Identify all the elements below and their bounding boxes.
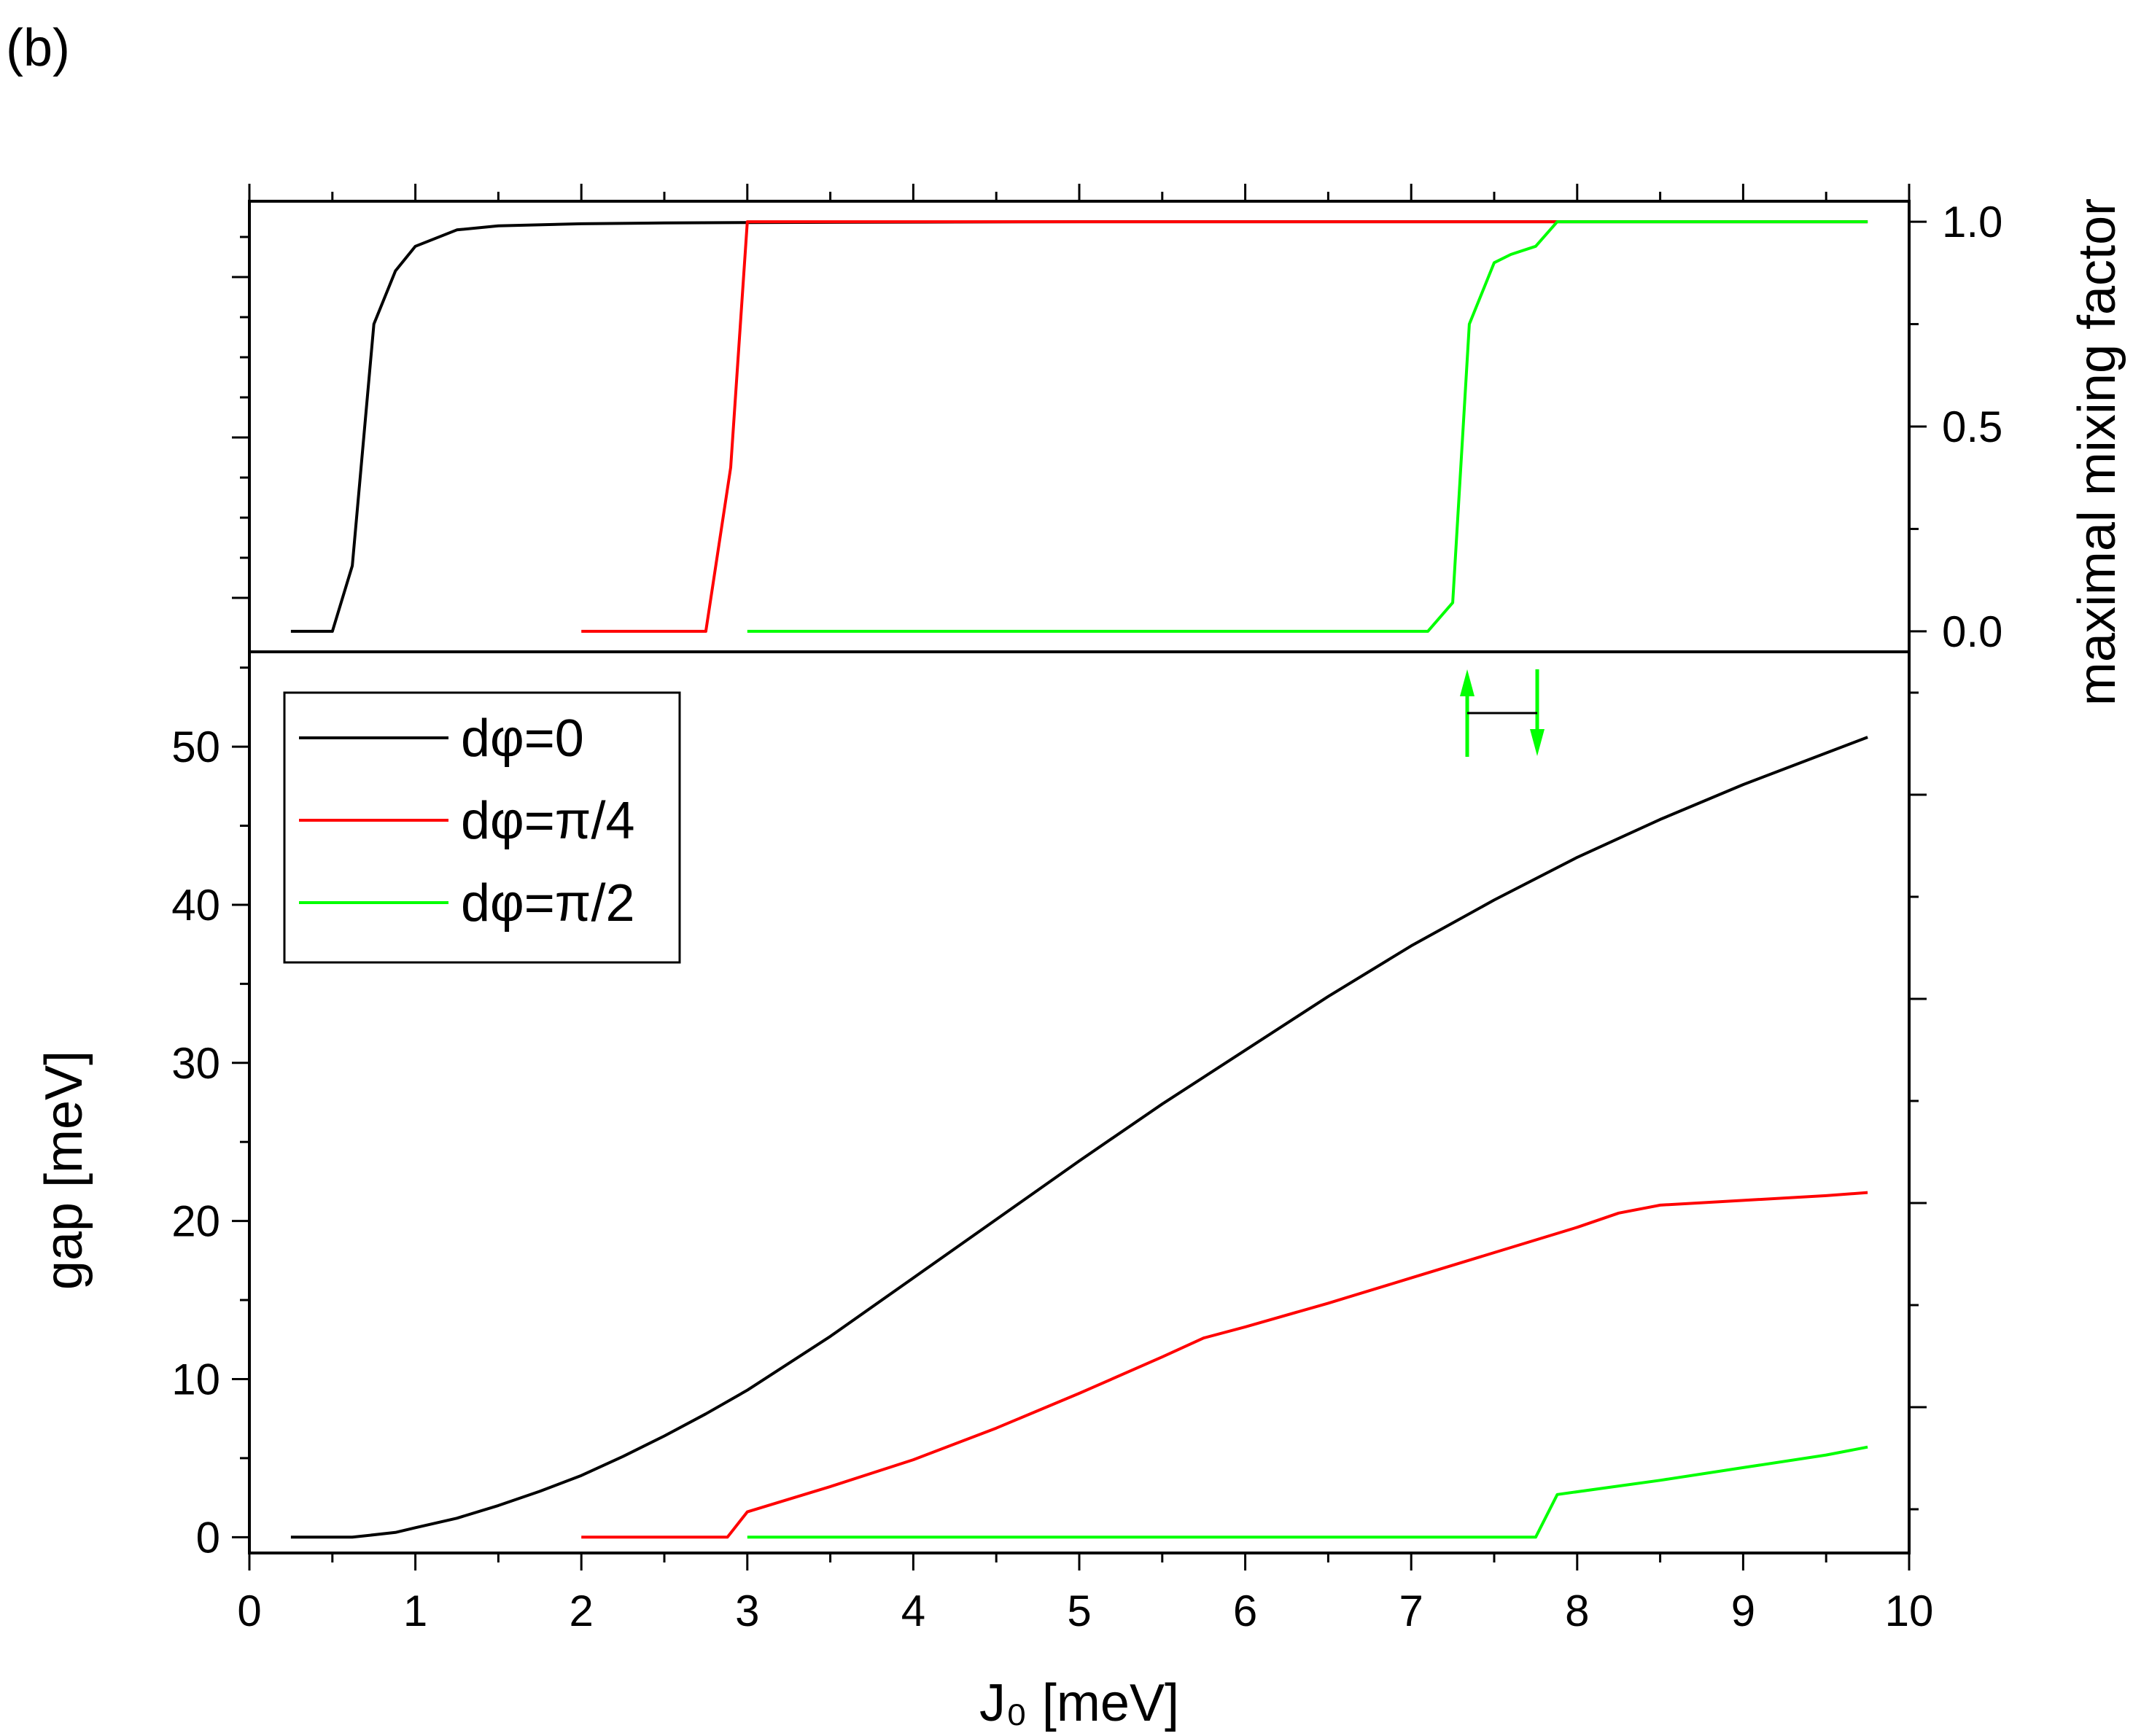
legend: dφ=0 dφ=π/4 dφ=π/2 — [283, 691, 681, 964]
bottom-y-tick-label: 30 — [171, 1039, 220, 1088]
bottom-y-tick-label: 20 — [171, 1197, 220, 1246]
bottom-y-tick-label: 0 — [196, 1513, 220, 1562]
panel-label: (b) — [6, 19, 70, 77]
top-y-axis-title: maximal mixing factor — [2068, 198, 2126, 706]
bottom-x-tick-label: 5 — [1067, 1587, 1091, 1635]
top-panel: 0.0 0.5 1.0 maximal mixing factor — [232, 198, 2126, 706]
top-series-group — [290, 220, 1868, 633]
bottom-panel: 0 1 2 3 4 5 6 7 8 9 10 0 10 20 30 40 50 gap [meV] J₀ [m… — [35, 184, 1933, 1732]
bottom-x-tick-label: 6 — [1233, 1587, 1257, 1635]
bottom-left-y-axis: 0 10 20 30 40 50 — [171, 666, 1927, 1562]
legend-label-1: dφ=π/4 — [461, 792, 635, 850]
legend-label-0: dφ=0 — [461, 709, 584, 768]
bottom-x-tick-label: 3 — [735, 1587, 759, 1635]
bottom-x-tick-label: 10 — [1885, 1587, 1934, 1635]
bottom-x-tick-label: 4 — [901, 1587, 925, 1635]
top-right-y-axis: 0.0 0.5 1.0 — [232, 198, 2002, 656]
top-series-line-0 — [290, 220, 1868, 633]
top-plot-frame — [248, 200, 1911, 653]
top-series-line-1 — [581, 220, 1868, 633]
bottom-x-axis-title: J₀ [meV] — [979, 1674, 1179, 1732]
bottom-y-tick-label: 10 — [171, 1355, 220, 1404]
bottom-y-tick-label: 50 — [171, 723, 220, 771]
bottom-x-tick-label: 0 — [237, 1587, 261, 1635]
bottom-series-line-2 — [747, 1445, 1868, 1539]
bottom-x-tick-label: 9 — [1731, 1587, 1755, 1635]
bottom-y-axis-title: gap [meV] — [35, 1051, 93, 1290]
top-y-tick-label: 0.5 — [1942, 402, 2002, 451]
legend-label-2: dφ=π/2 — [461, 874, 635, 933]
bottom-series-group — [290, 736, 1868, 1539]
top-y-tick-label: 0.0 — [1942, 607, 2002, 656]
bottom-x-tick-label: 8 — [1565, 1587, 1589, 1635]
marker-down-arrow-head — [1530, 729, 1545, 756]
bottom-x-tick-label: 2 — [570, 1587, 594, 1635]
bottom-plot-frame — [248, 650, 1911, 1554]
bottom-x-axis: 0 1 2 3 4 5 6 7 8 9 10 — [237, 184, 1933, 1635]
bottom-series-line-1 — [581, 1191, 1868, 1539]
top-series-line-2 — [747, 220, 1868, 633]
bottom-x-tick-label: 1 — [403, 1587, 427, 1635]
bottom-series-line-0 — [290, 736, 1868, 1539]
legend-box — [283, 691, 681, 964]
transition-marker — [1460, 669, 1545, 757]
marker-up-arrow-head — [1460, 669, 1475, 696]
bottom-x-tick-label: 7 — [1399, 1587, 1423, 1635]
bottom-y-tick-label: 40 — [171, 881, 220, 930]
top-y-tick-label: 1.0 — [1942, 198, 2002, 246]
